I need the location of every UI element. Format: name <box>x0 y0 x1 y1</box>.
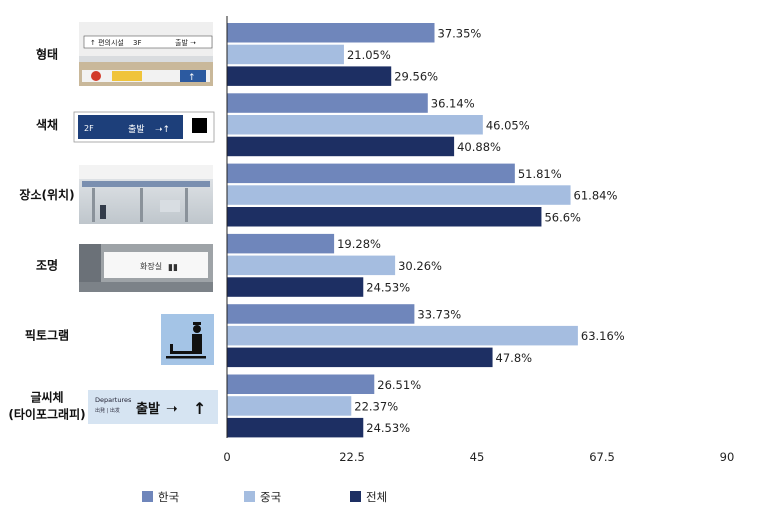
category-label: 글씨체 (타이포그래피) <box>8 389 85 421</box>
bar-전체 <box>227 277 364 297</box>
data-label: 46.05% <box>486 118 530 132</box>
sign-restroom-text: 화장실 <box>140 261 162 271</box>
svg-text:↑: ↑ <box>193 399 206 418</box>
legend-swatch <box>350 491 361 502</box>
svg-text:➝↑: ➝↑ <box>155 125 170 135</box>
bar-중국 <box>227 255 396 276</box>
svg-text:➝: ➝ <box>166 401 178 417</box>
svg-text:▮▮: ▮▮ <box>168 263 178 273</box>
svg-text:출발 ➝: 출발 ➝ <box>175 38 196 47</box>
x-tick-label: 0 <box>223 450 230 464</box>
data-label: 21.05% <box>347 48 391 62</box>
bar-중국 <box>227 396 352 416</box>
departure-sign-color-photo: 2F 출발 ➝↑ <box>73 111 215 143</box>
bar-전체 <box>227 417 364 438</box>
legend-label: 중국 <box>260 490 281 504</box>
data-label: 19.28% <box>337 237 381 251</box>
pictogram-icon-image <box>161 314 214 365</box>
data-label: 33.73% <box>417 307 461 321</box>
airport-signage-shape-photo: ↑ 편의시설 3F 출발 ➝ ↑ <box>79 22 213 86</box>
data-label: 26.51% <box>377 378 421 392</box>
data-label: 56.6% <box>544 210 581 224</box>
legend-label: 한국 <box>158 490 179 504</box>
svg-text:↑ 편의시설: ↑ 편의시설 <box>90 38 124 47</box>
bar-한국 <box>227 374 375 394</box>
legend-swatch <box>244 491 255 502</box>
category-label: 형태 <box>36 46 58 61</box>
category-label: 픽토그램 <box>25 328 69 343</box>
data-label: 36.14% <box>431 97 475 111</box>
bar-중국 <box>227 44 344 65</box>
data-label: 63.16% <box>581 329 625 343</box>
bar-전체 <box>227 347 493 368</box>
legend-swatch <box>142 491 153 502</box>
x-tick-label: 67.5 <box>589 450 615 464</box>
bar-중국 <box>227 185 571 205</box>
bar-전체 <box>227 136 455 157</box>
category-label: 장소(위치) <box>19 187 74 202</box>
sign-departures-en: Departures <box>95 396 132 404</box>
departures-typography-sign: Departures 出発 | 出发 출발 ➝ ↑ <box>88 390 218 424</box>
restroom-sign-lighting-photo: 화장실 ▮▮ <box>79 244 213 292</box>
sign-2f-text: 2F <box>84 124 94 133</box>
data-label: 61.84% <box>574 189 618 203</box>
category-label: 조명 <box>36 258 58 272</box>
sign-floor-text: 3F <box>133 39 141 47</box>
data-labels: 37.35% 21.05%29.56% 36.14% 46.05% 40.88% 51.8… <box>337 26 625 435</box>
bar-한국 <box>227 23 435 43</box>
data-label: 24.53% <box>366 421 410 435</box>
data-label: 47.8% <box>496 351 533 365</box>
legend: 한국 중국 전체 <box>142 490 387 504</box>
bar-전체 <box>227 66 392 86</box>
bar-한국 <box>227 304 415 324</box>
bar-한국 <box>227 163 515 184</box>
svg-text:出発 | 出发: 出発 | 出发 <box>95 407 120 414</box>
data-label: 29.56% <box>394 70 438 84</box>
bar-중국 <box>227 115 483 135</box>
sign-departure-text: 출발 <box>128 124 145 135</box>
x-tick-label: 45 <box>470 450 485 464</box>
legend-label: 전체 <box>366 490 387 504</box>
sign-departures-ko: 출발 <box>136 401 160 417</box>
category-images: ↑ 편의시설 3F 출발 ➝ ↑ 2F 출발 ➝↑ <box>73 22 218 424</box>
bar-한국 <box>227 93 428 113</box>
data-label: 40.88% <box>457 140 501 154</box>
category-label: 색채 <box>36 117 58 132</box>
svg-text:↑: ↑ <box>188 73 196 83</box>
data-label: 37.35% <box>438 26 482 40</box>
data-label: 51.81% <box>518 167 562 181</box>
bars <box>227 23 578 438</box>
x-tick-label: 90 <box>720 450 735 464</box>
x-axis-tick-labels: 0 22.5 45 67.5 90 <box>223 450 734 464</box>
bar-전체 <box>227 207 542 227</box>
bar-중국 <box>227 325 578 346</box>
data-label: 24.53% <box>366 281 410 295</box>
data-label: 30.26% <box>398 259 442 273</box>
x-tick-label: 22.5 <box>339 450 365 464</box>
bar-한국 <box>227 233 335 254</box>
terminal-hall-location-photo <box>79 165 213 224</box>
data-label: 22.37% <box>354 399 398 413</box>
